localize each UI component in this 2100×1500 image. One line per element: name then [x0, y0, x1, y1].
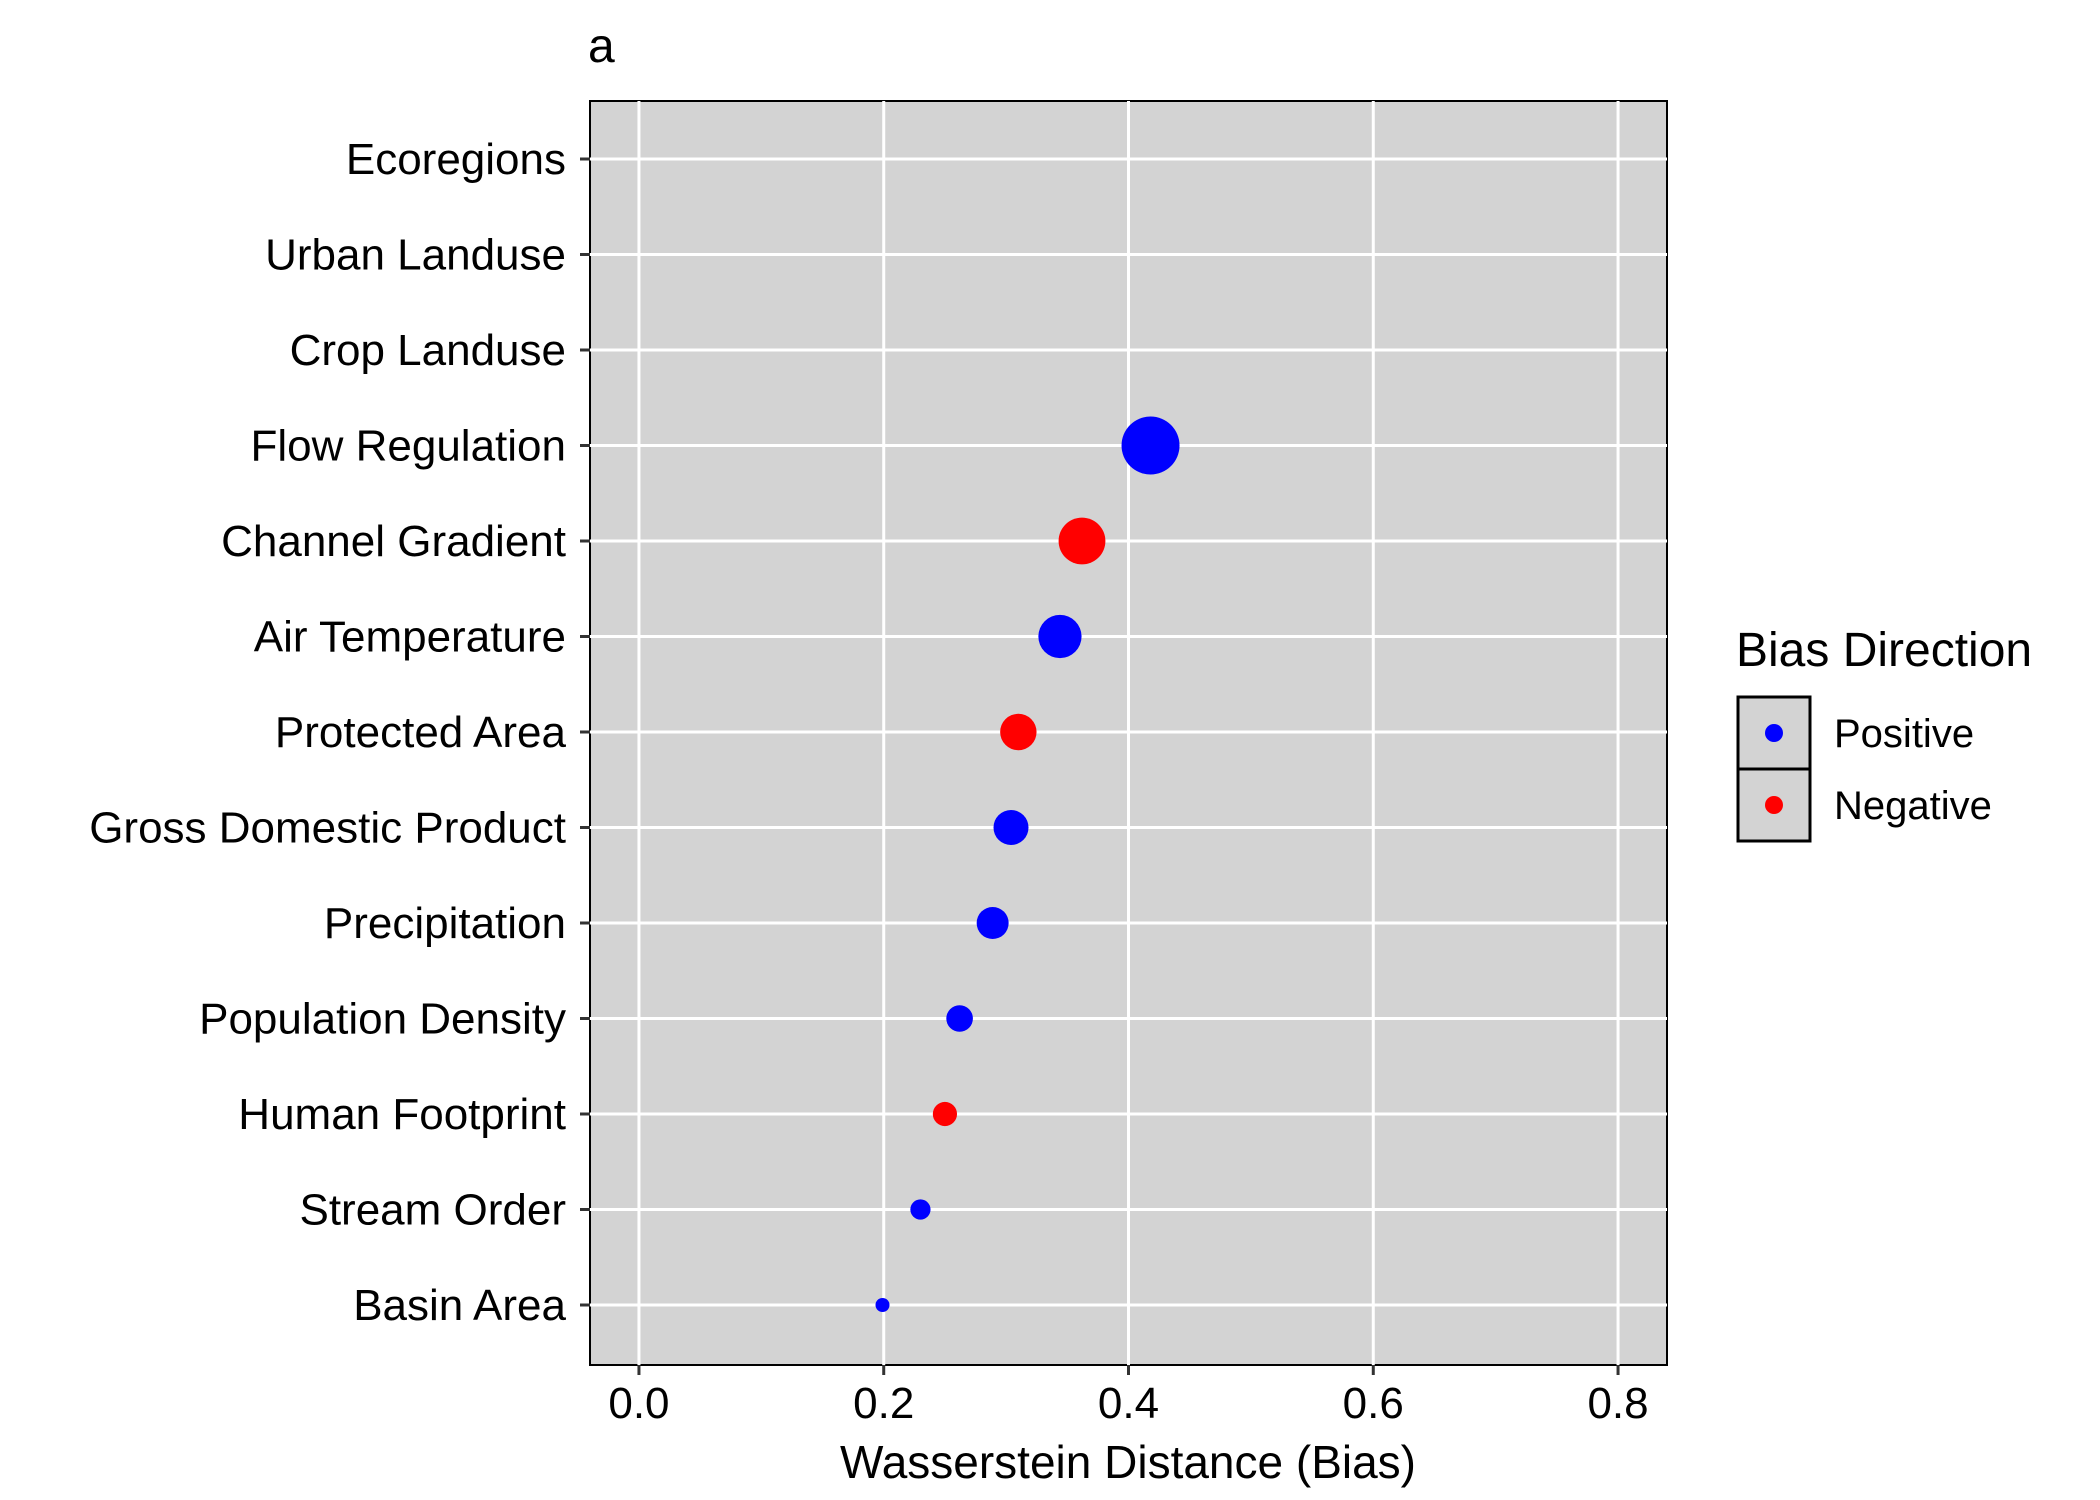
- data-point-stream-order: [910, 1199, 931, 1220]
- legend-label-negative: Negative: [1834, 784, 1992, 828]
- y-tick-label: Population Density: [199, 995, 566, 1044]
- y-tick-label: Gross Domestic Product: [89, 804, 566, 853]
- data-point-protected-area: [1000, 713, 1037, 751]
- data-point-population-density: [946, 1005, 973, 1032]
- data-point-channel-gradient: [1058, 517, 1106, 565]
- y-axis: Ecoregions Urban Landuse Crop Landuse Flow …: [89, 135, 590, 1330]
- y-tick-label: Ecoregions: [346, 135, 566, 184]
- x-tick-label: 0.2: [853, 1379, 914, 1428]
- x-tick-label: 0.4: [1098, 1379, 1159, 1428]
- legend-title: Bias Direction: [1736, 624, 2032, 677]
- panel-label: a: [588, 20, 615, 73]
- legend-dot-negative: [1765, 796, 1783, 814]
- data-point-gross-domestic-product: [993, 810, 1029, 845]
- y-tick-label: Human Footprint: [238, 1090, 566, 1139]
- y-tick-label: Crop Landuse: [290, 326, 566, 375]
- y-tick-label: Protected Area: [275, 708, 567, 757]
- y-tick-label: Air Temperature: [254, 613, 566, 662]
- x-tick-label: 0.6: [1343, 1379, 1404, 1428]
- data-points: [875, 416, 1180, 1312]
- data-point-air-temperature: [1038, 614, 1082, 659]
- x-tick-label: 0.0: [608, 1379, 669, 1428]
- legend: Bias Direction Positive Negative: [1736, 624, 2032, 843]
- data-point-basin-area: [875, 1298, 890, 1312]
- legend-dot-positive: [1765, 724, 1783, 742]
- data-point-human-footprint: [932, 1101, 958, 1127]
- y-tick-label: Basin Area: [353, 1281, 566, 1330]
- legend-label-positive: Positive: [1834, 712, 1974, 756]
- x-tick-label: 0.8: [1587, 1379, 1648, 1428]
- x-axis: 0.0 0.2 0.4 0.6 0.8: [608, 1365, 1649, 1428]
- y-tick-label: Flow Regulation: [251, 422, 567, 471]
- y-tick-label: Channel Gradient: [221, 517, 566, 566]
- grid-lines: [590, 101, 1667, 1365]
- y-tick-label: Stream Order: [299, 1186, 566, 1235]
- x-axis-title: Wasserstein Distance (Bias): [840, 1436, 1416, 1488]
- y-tick-label: Urban Landuse: [265, 231, 566, 280]
- y-tick-label: Precipitation: [324, 899, 566, 948]
- data-point-precipitation: [976, 907, 1009, 939]
- data-point-flow-regulation: [1121, 416, 1180, 475]
